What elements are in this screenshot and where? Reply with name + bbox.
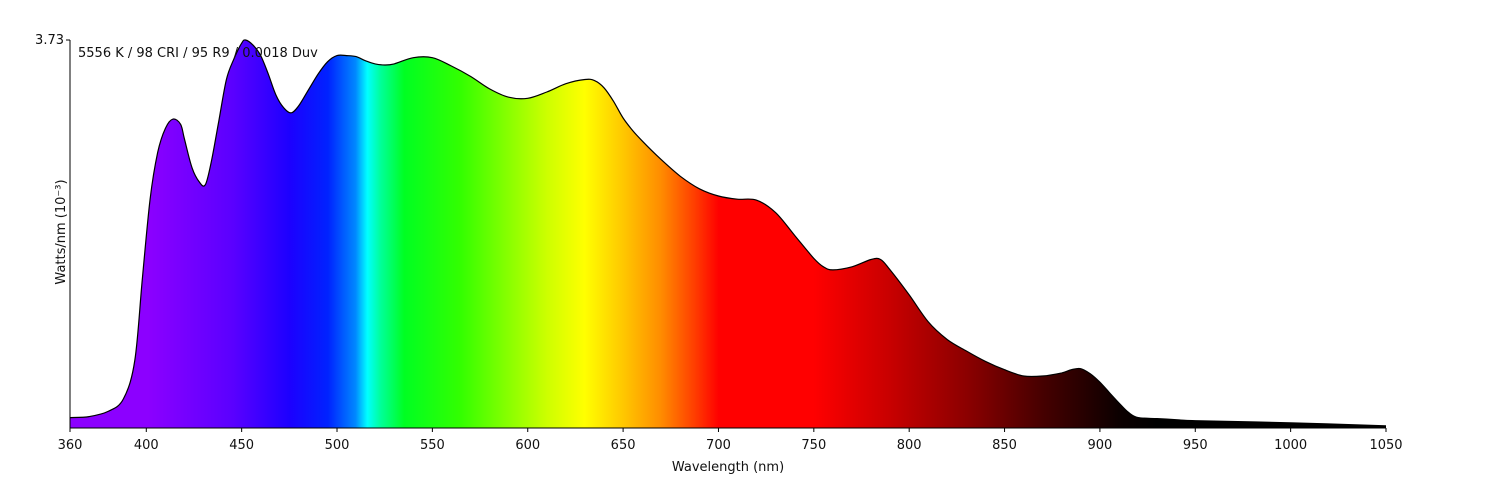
x-tick-label: 800	[897, 438, 922, 453]
x-tick-label: 600	[515, 438, 540, 453]
x-tick-label: 500	[325, 438, 350, 453]
x-axis-title: Wavelength (nm)	[672, 460, 784, 475]
x-tick-label: 1050	[1369, 438, 1402, 453]
x-axis-ticks: 360 400 450 500 550 600 650 700 750 800 850 900 950 1…	[58, 428, 1403, 453]
x-tick-label: 900	[1087, 438, 1112, 453]
spectrum-stats-annotation: 5556 K / 98 CRI / 95 R9 / 0.0018 Duv	[78, 46, 318, 61]
y-tick-label-max: 3.73	[35, 33, 64, 48]
x-tick-label: 400	[134, 438, 159, 453]
spectrum-outline	[69, 39, 1387, 427]
x-tick-label: 450	[229, 438, 254, 453]
x-tick-label: 650	[611, 438, 636, 453]
x-tick-label: 360	[58, 438, 83, 453]
x-tick-label: 550	[420, 438, 445, 453]
x-tick-label: 1000	[1274, 438, 1307, 453]
x-tick-label: 850	[992, 438, 1017, 453]
y-axis-title: Watts/nm (10⁻³)	[54, 179, 69, 284]
x-tick-label: 750	[801, 438, 826, 453]
x-tick-label: 950	[1183, 438, 1208, 453]
spectrum-area	[70, 39, 1386, 429]
x-tick-label: 700	[706, 438, 731, 453]
